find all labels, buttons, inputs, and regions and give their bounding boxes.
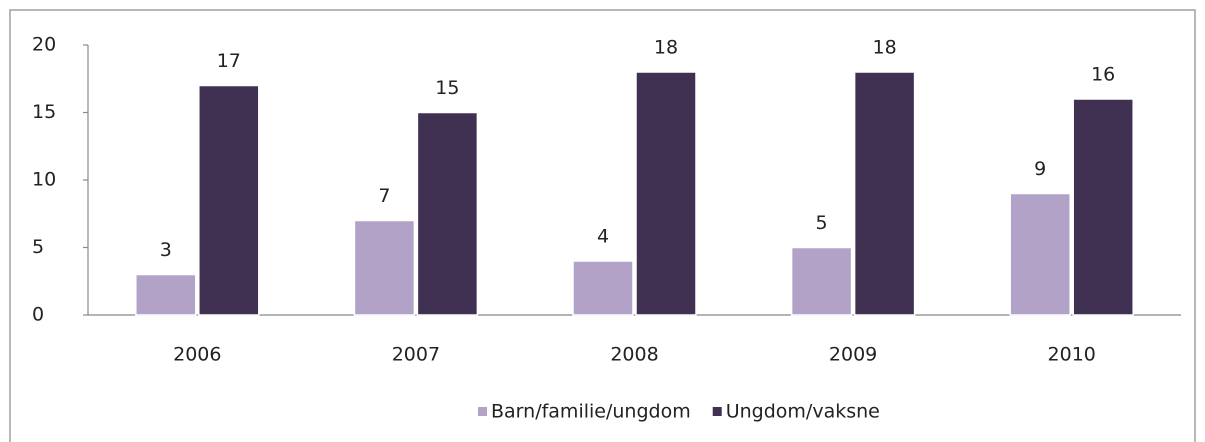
x-tick-label: 2010 bbox=[1048, 344, 1096, 366]
x-tick-label: 2009 bbox=[829, 344, 877, 366]
data-label: 18 bbox=[873, 37, 897, 59]
legend-swatch bbox=[712, 407, 722, 416]
legend-label: Ungdom/vaksne bbox=[726, 401, 880, 423]
y-tick-label: 15 bbox=[32, 101, 56, 123]
legend-label: Barn/familie/ungdom bbox=[491, 401, 691, 423]
data-label: 7 bbox=[378, 185, 390, 207]
bar bbox=[635, 71, 697, 316]
bar bbox=[416, 111, 479, 316]
bar bbox=[790, 246, 853, 316]
data-label: 9 bbox=[1034, 158, 1046, 180]
bar bbox=[135, 273, 197, 316]
bar bbox=[353, 219, 416, 316]
y-tick-label: 5 bbox=[32, 236, 44, 258]
bar bbox=[853, 71, 916, 316]
x-tick-label: 2007 bbox=[392, 344, 440, 366]
data-label: 17 bbox=[217, 50, 241, 72]
bar bbox=[1072, 98, 1134, 316]
data-label: 18 bbox=[654, 37, 678, 59]
bar bbox=[198, 84, 260, 316]
data-label: 15 bbox=[435, 77, 459, 99]
data-label: 3 bbox=[160, 239, 172, 261]
y-tick-label: 0 bbox=[32, 304, 44, 326]
y-tick-label: 20 bbox=[32, 34, 56, 56]
data-label: 4 bbox=[597, 226, 609, 248]
y-tick-label: 10 bbox=[32, 169, 56, 191]
x-tick-label: 2006 bbox=[173, 344, 221, 366]
data-label: 16 bbox=[1091, 64, 1115, 86]
bar bbox=[1009, 192, 1071, 316]
data-label: 5 bbox=[816, 212, 828, 234]
legend-swatch bbox=[478, 407, 487, 416]
x-tick-label: 2008 bbox=[610, 344, 658, 366]
bar bbox=[572, 260, 634, 316]
